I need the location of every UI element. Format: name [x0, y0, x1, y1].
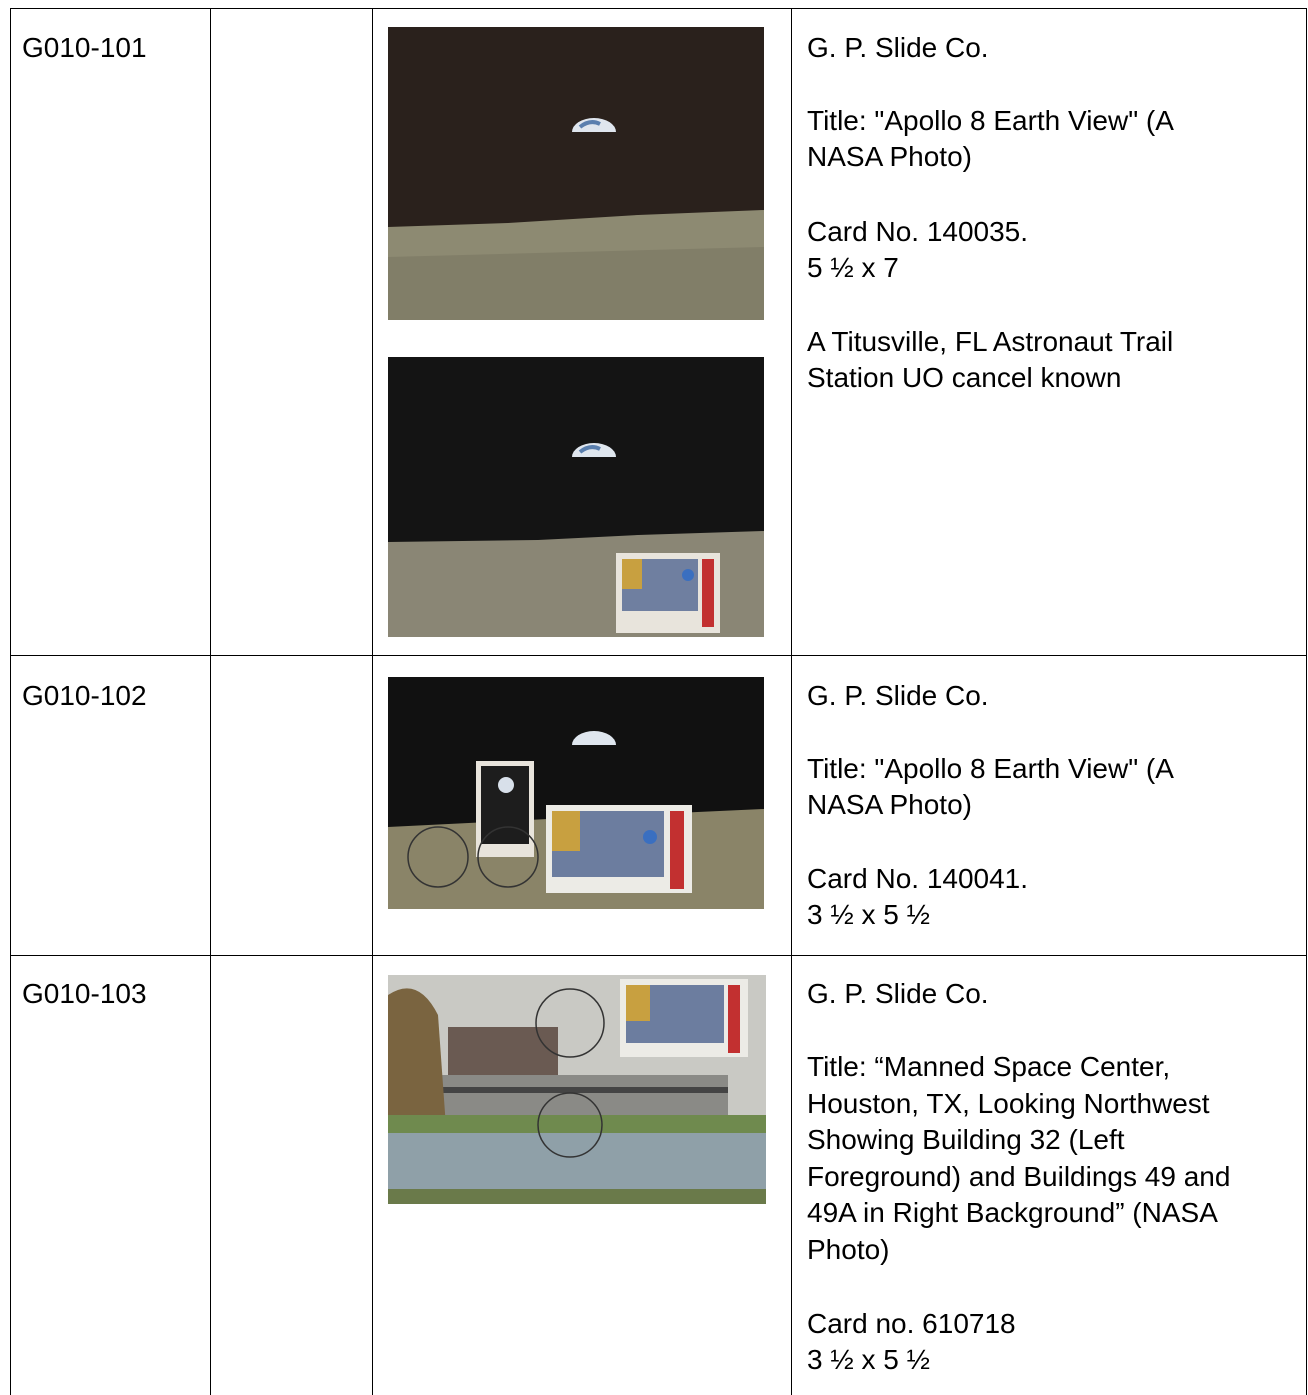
description: Station UO cancel known — [807, 362, 1122, 393]
description: Title: "Apollo 8 Earth View" (A — [807, 105, 1174, 136]
description: 49A in Right Background” (NASA — [807, 1197, 1218, 1228]
postcard-image — [388, 677, 764, 909]
border — [210, 8, 211, 1395]
description: G. P. Slide Co. — [807, 32, 989, 63]
item-id: G010-103 — [22, 978, 147, 1009]
description: G. P. Slide Co. — [807, 680, 989, 711]
description: Card No. 140035. — [807, 216, 1029, 247]
description: 3 ½ x 5 ½ — [807, 1344, 930, 1375]
postcard-image — [388, 357, 764, 637]
postcard-image — [388, 975, 766, 1204]
description: 5 ½ x 7 — [807, 252, 899, 283]
postcard-image — [388, 27, 764, 320]
description: Showing Building 32 (Left — [807, 1124, 1125, 1155]
description: Card No. 140041. — [807, 863, 1029, 894]
description: NASA Photo) — [807, 789, 972, 820]
border — [791, 8, 792, 1395]
item-id: G010-101 — [22, 32, 147, 63]
description: G. P. Slide Co. — [807, 978, 989, 1009]
border — [10, 8, 1307, 9]
description: A Titusville, FL Astronaut Trail — [807, 326, 1174, 357]
description: Foreground) and Buildings 49 and — [807, 1161, 1231, 1192]
description: Card no. 610718 — [807, 1308, 1016, 1339]
border — [1306, 8, 1307, 1395]
description: Houston, TX, Looking Northwest — [807, 1088, 1210, 1119]
border — [372, 8, 373, 1395]
description: Title: “Manned Space Center, — [807, 1051, 1171, 1082]
description: Photo) — [807, 1234, 890, 1265]
description: 3 ½ x 5 ½ — [807, 899, 930, 930]
border — [10, 8, 11, 1395]
border — [10, 655, 1307, 656]
item-id: G010-102 — [22, 680, 147, 711]
description: Title: "Apollo 8 Earth View" (A — [807, 753, 1174, 784]
description: NASA Photo) — [807, 141, 972, 172]
border — [10, 955, 1307, 956]
